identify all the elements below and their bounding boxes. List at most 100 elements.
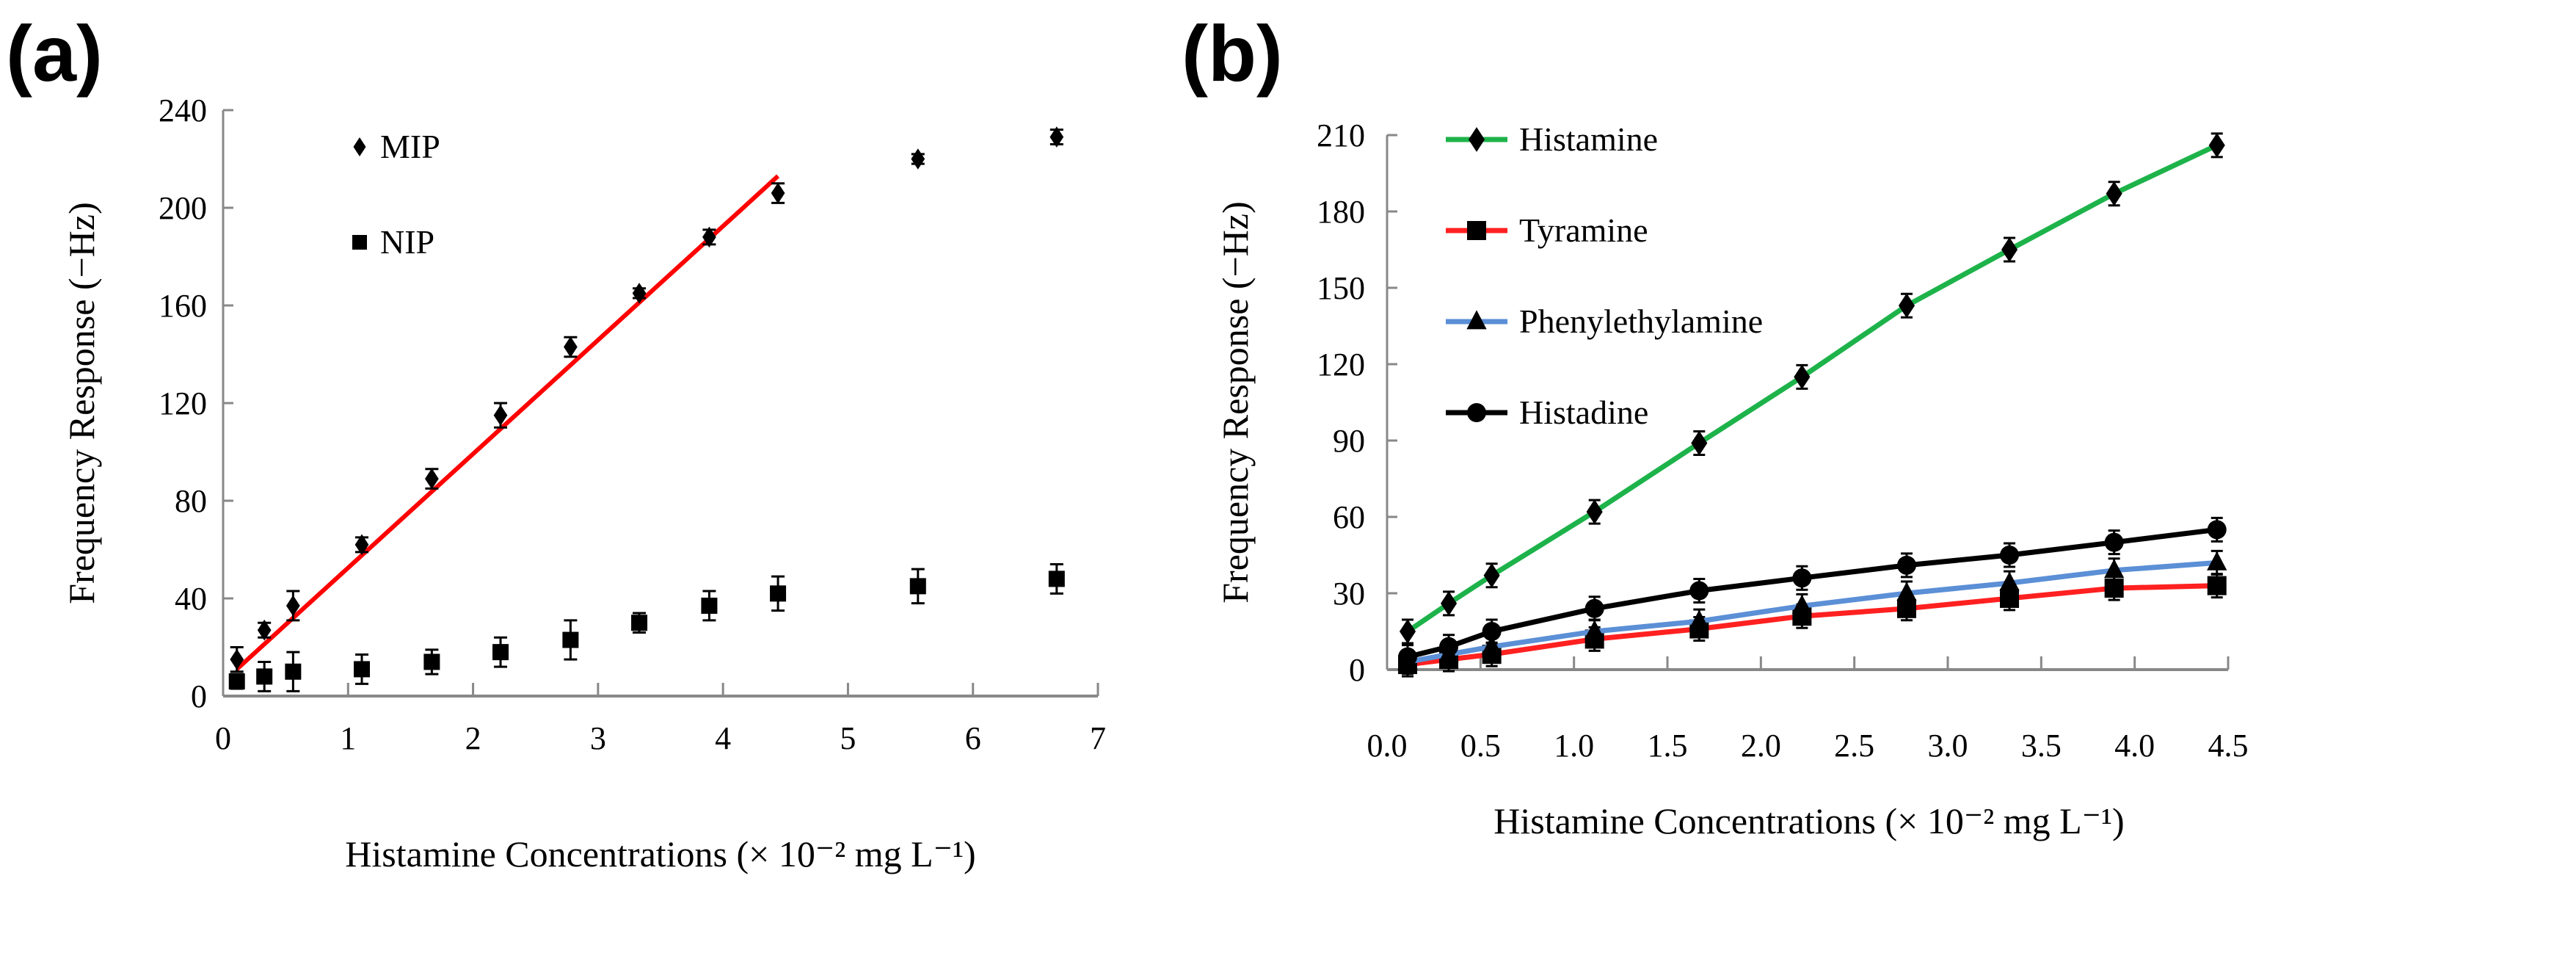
panel-b-point-histamine (2208, 132, 2225, 158)
panel-b-x-tick-label: 4.0 (2114, 728, 2155, 764)
panel-b-x-tick-label: 1.5 (1648, 728, 1688, 764)
panel-a-y-tick-label: 40 (175, 581, 207, 617)
panel-a-point-mip (632, 283, 647, 304)
panel-a-ylabel: Frequency Response (−Hz) (61, 202, 102, 604)
panel-b-legend-label-phenylethylamine: Phenylethylamine (1519, 303, 1763, 340)
panel-a-y-tick-label: 200 (159, 190, 207, 226)
panel-a-label: (a) (6, 9, 103, 98)
panel-b-x-tick-label: 3.0 (1928, 728, 1968, 764)
panel-b-point-tyramine (2207, 576, 2227, 595)
panel-a-legend-label-nip: NIP (380, 223, 434, 261)
panel-b-point-histadine (1896, 555, 1916, 575)
panel-a-point-nip (256, 668, 273, 685)
panel-a-xlabel: Histamine Concentrations (× 10⁻² mg L⁻¹) (345, 833, 975, 874)
panel-a-x-tick-label: 1 (340, 720, 356, 756)
panel-b-point-phenylethylamine (1791, 594, 1813, 614)
panel-b-point-histadine (1439, 637, 1459, 656)
panel-b-label: (b) (1182, 9, 1283, 98)
panel-b-point-histadine (1584, 598, 1604, 618)
panel-b-y-tick-label: 60 (1333, 499, 1365, 535)
panel-b-point-histadine (2104, 532, 2124, 552)
panel-b-legend-marker-tyramine (1467, 221, 1486, 240)
panel-a-point-mip (286, 595, 300, 617)
panel-b-point-histamine (1794, 364, 1811, 390)
panel-b-point-histamine (2001, 237, 2018, 262)
panel-b-point-histadine (1398, 647, 1418, 667)
panel-b-legend-label-histamine: Histamine (1519, 120, 1658, 158)
panel-b-point-histamine (1399, 619, 1416, 644)
panel-b-y-tick-label: 210 (1317, 117, 1365, 153)
panel-a-point-nip (562, 631, 579, 648)
panel-a-x-tick-label: 4 (715, 720, 731, 756)
panel-a-point-nip (909, 578, 926, 595)
panel-a-point-mip (1049, 126, 1064, 148)
panel-b-point-phenylethylamine (2207, 551, 2227, 570)
panel-a-point-nip (285, 663, 302, 680)
panel-a-point-nip (701, 597, 718, 614)
panel-b-point-phenylethylamine (2104, 559, 2125, 579)
panel-b-point-histamine (1898, 293, 1915, 319)
panel-b-legend-label-histadine: Histadine (1519, 394, 1648, 431)
panel-a-point-mip (257, 619, 272, 641)
panel-b-point-phenylethylamine (1999, 571, 2020, 591)
panel-b-point-histamine (1440, 590, 1458, 616)
panel-a-point-nip (770, 585, 787, 602)
panel-a-point-mip (493, 405, 508, 426)
panel-a-point-nip (228, 673, 245, 690)
panel-a-point-mip (911, 148, 925, 170)
panel-a-y-tick-label: 0 (191, 678, 207, 714)
panel-a-fit-line (235, 174, 780, 671)
panel-b-x-tick-label: 4.5 (2208, 728, 2249, 764)
panel-b-point-phenylethylamine (1896, 582, 1917, 601)
panel-b-point-histamine (2106, 181, 2122, 206)
panel-a-point-nip (1048, 570, 1065, 587)
panel-b-line-histadine (1407, 526, 2218, 660)
panel-a-x-tick-label: 5 (840, 720, 856, 756)
panel-b-point-histadine (1482, 622, 1502, 641)
panel-b-legend-marker-histadine (1467, 403, 1486, 422)
panel-b-x-tick-label: 3.5 (2021, 728, 2062, 764)
panel-b-y-tick-label: 0 (1349, 652, 1365, 688)
panel-b-point-phenylethylamine (1481, 635, 1502, 655)
panel-b-legend-marker-phenylethylamine (1466, 310, 1487, 330)
panel-a-legend-label-mip: MIP (380, 128, 440, 165)
panel-a-y-tick-label: 80 (175, 483, 207, 519)
panel-a-x-tick-label: 0 (215, 720, 231, 756)
panel-b-point-histadine (1689, 581, 1709, 601)
panel-a-y-tick-label: 160 (159, 288, 207, 324)
panel-b-y-tick-label: 120 (1317, 347, 1365, 383)
panel-a-point-mip (702, 226, 716, 248)
panel-a-point-nip (492, 644, 509, 661)
panel-b-y-tick-label: 30 (1333, 576, 1365, 612)
panel-b-y-tick-label: 180 (1317, 194, 1365, 230)
panel-b-x-tick-label: 0.0 (1367, 728, 1408, 764)
panel-a-point-mip (230, 648, 244, 670)
panel-a-point-mip (354, 534, 369, 556)
panel-a-point-mip (564, 336, 578, 358)
panel-b-line-histamine (1406, 142, 2219, 634)
panel-a-point-nip (354, 661, 371, 678)
panel-a-x-tick-label: 7 (1090, 720, 1106, 756)
panel-b-x-tick-label: 2.5 (1834, 728, 1874, 764)
panel-b-line-phenylethylamine (1407, 559, 2217, 665)
panel-b-point-phenylethylamine (1689, 609, 1709, 629)
panel-b-x-tick-label: 0.5 (1460, 728, 1501, 764)
panel-a-legend-marker-nip (352, 235, 367, 250)
panel-b-y-tick-label: 150 (1317, 270, 1365, 306)
panel-b-y-tick-label: 90 (1333, 423, 1365, 459)
panel-b-x-tick-label: 2.0 (1741, 728, 1781, 764)
panel-a-point-nip (423, 653, 440, 670)
panel-a-x-tick-label: 3 (590, 720, 606, 756)
panel-b-point-histamine (1483, 562, 1500, 588)
panel-b-point-histadine (2207, 520, 2227, 540)
panel-b-ylabel: Frequency Response (−Hz) (1215, 201, 1256, 604)
panel-b-point-histamine (1691, 430, 1708, 456)
panel-b-point-phenylethylamine (1584, 620, 1605, 640)
panel-a-point-mip (771, 182, 785, 204)
panel-b-xlabel: Histamine Concentrations (× 10⁻² mg L⁻¹) (1493, 800, 2124, 841)
panel-a-point-mip (425, 468, 439, 490)
panel-b-point-histamine (1586, 499, 1603, 524)
panel-b-legend-marker-histamine (1468, 127, 1485, 152)
panel-a-y-tick-label: 120 (159, 385, 207, 421)
